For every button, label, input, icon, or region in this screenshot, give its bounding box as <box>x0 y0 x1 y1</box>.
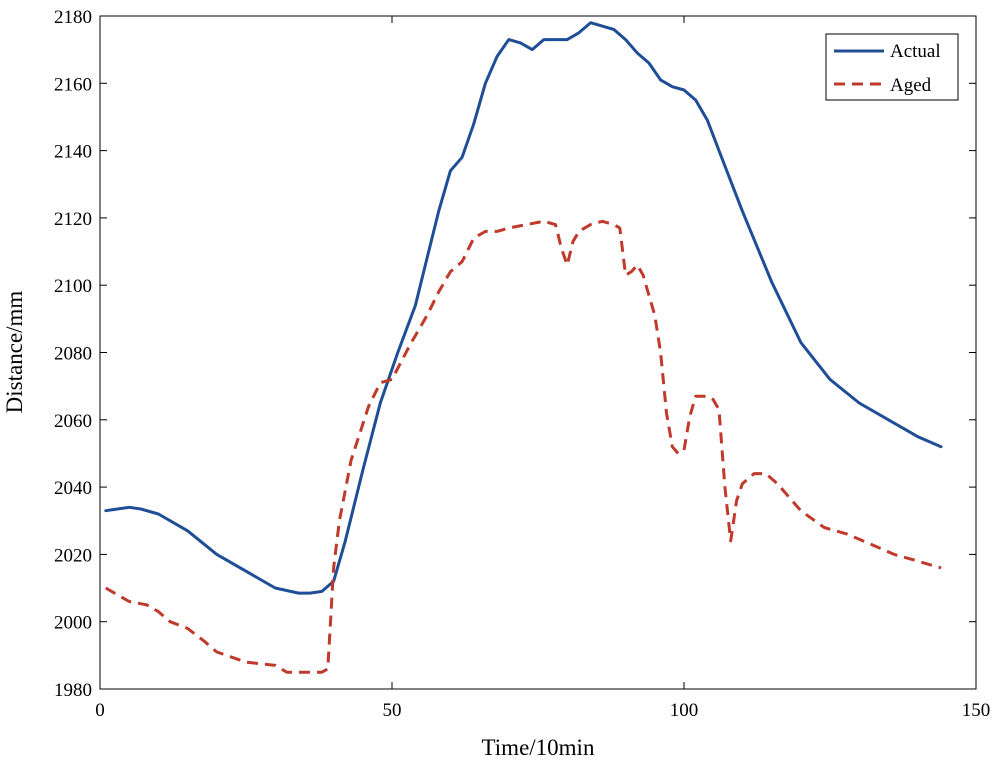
y-tick-label: 1980 <box>54 680 92 701</box>
x-axis-title: Time/10min <box>482 735 595 760</box>
y-tick-label: 2020 <box>54 545 92 566</box>
series-layer <box>104 21 943 674</box>
y-tick-label: 2100 <box>54 276 92 297</box>
y-tick-label: 2080 <box>54 344 92 365</box>
series-line-aged <box>105 219 942 674</box>
legend-box <box>825 33 959 101</box>
y-tick-label: 2160 <box>54 74 92 95</box>
y-tick-label: 2120 <box>54 209 92 230</box>
legend-label-aged: Aged <box>890 75 932 96</box>
x-tick-label: 100 <box>670 700 699 721</box>
x-tick-label: 150 <box>962 700 991 721</box>
plot-area <box>99 15 977 690</box>
y-axis-title: Distance/mm <box>2 291 27 414</box>
y-tick-label: 2180 <box>54 7 92 28</box>
y-tick-label: 2140 <box>54 142 92 163</box>
y-tick-label: 2060 <box>54 411 92 432</box>
x-tick-label: 0 <box>95 700 105 721</box>
legend-label-actual: Actual <box>890 41 941 62</box>
x-tick-label: 50 <box>383 700 402 721</box>
series-line-actual <box>104 21 943 595</box>
y-tick-label: 2040 <box>54 478 92 499</box>
y-tick-label: 2000 <box>54 613 92 634</box>
legend: Actual Aged <box>825 33 959 101</box>
axis-ticks: 0 50 100 150 1980 2000 2020 2040 2060 2080 2100 212… <box>54 7 990 721</box>
